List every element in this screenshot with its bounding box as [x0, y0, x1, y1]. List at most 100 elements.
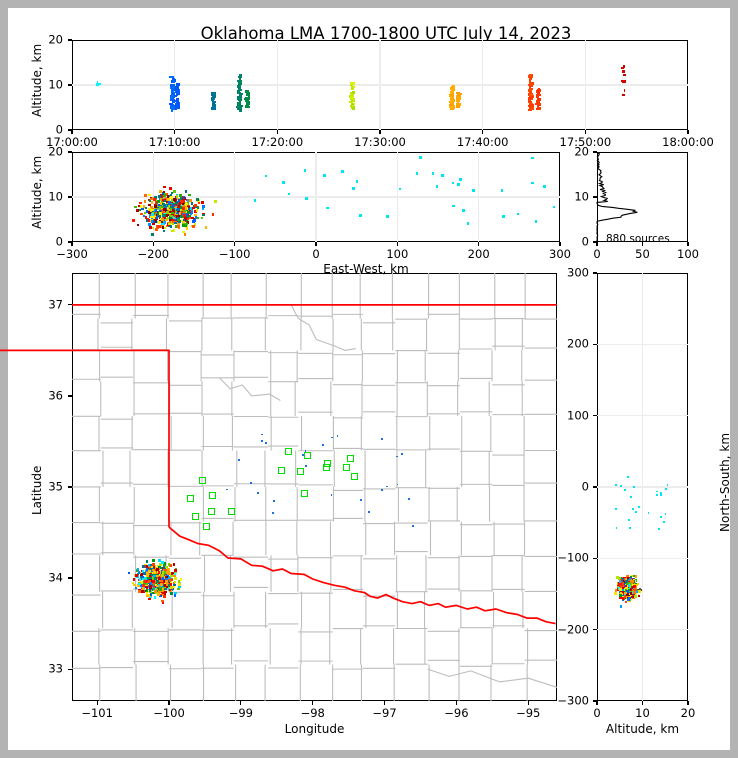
- source-point: [153, 588, 156, 591]
- source-point: [530, 104, 534, 107]
- source-point: [237, 108, 242, 111]
- source-point: [151, 588, 154, 592]
- source-point: [154, 583, 158, 587]
- source-point: [163, 584, 167, 587]
- source-point: [139, 576, 143, 579]
- source-point: [162, 229, 166, 233]
- xtick: [478, 242, 480, 246]
- source-point: [141, 570, 145, 573]
- source-point: [169, 75, 174, 78]
- xtick: [240, 701, 242, 705]
- source-point: [137, 571, 141, 575]
- source-point: [213, 91, 217, 95]
- source-point: [144, 576, 148, 580]
- source-point: [536, 99, 539, 103]
- source-point: [179, 197, 183, 200]
- source-point: [633, 590, 636, 594]
- source-point: [621, 597, 625, 600]
- source-point-noise: [381, 437, 383, 440]
- ytick: [68, 84, 72, 86]
- source-point: [632, 574, 636, 578]
- source-point: [449, 95, 452, 98]
- ytick-label-histogram: 20: [574, 144, 589, 159]
- source-point: [638, 588, 642, 591]
- source-point: [627, 584, 631, 587]
- source-point: [164, 209, 168, 212]
- source-point: [185, 227, 189, 230]
- source-point: [180, 200, 183, 203]
- source-point: [131, 581, 135, 585]
- ytick: [68, 151, 72, 153]
- source-point: [238, 82, 243, 86]
- source-point: [162, 192, 165, 195]
- source-point: [146, 210, 149, 213]
- source-point: [166, 206, 170, 210]
- axis-title-altitude: Altitude, km: [30, 43, 44, 117]
- source-point: [154, 218, 157, 222]
- ytick: [593, 700, 597, 702]
- source-point: [154, 197, 158, 201]
- source-point: [167, 205, 171, 208]
- source-point: [174, 577, 177, 580]
- source-point: [150, 565, 154, 569]
- source-point: [164, 569, 167, 573]
- source-point: [174, 209, 178, 213]
- source-point: [175, 193, 179, 197]
- source-point: [152, 568, 155, 572]
- gridline-northsouth: [597, 486, 688, 488]
- ytick-label-time-altitude: 0: [55, 122, 63, 137]
- ytick-label-latitude: 33: [48, 661, 63, 676]
- source-point: [619, 604, 623, 608]
- source-point: [169, 87, 173, 90]
- source-point: [166, 202, 170, 206]
- source-point: [178, 202, 182, 205]
- source-point: [142, 565, 145, 568]
- source-point: [182, 230, 185, 234]
- source-point: [166, 211, 169, 214]
- source-point: [145, 565, 148, 568]
- source-point: [183, 232, 187, 236]
- source-point: [530, 107, 533, 110]
- source-point: [171, 211, 174, 215]
- source-point: [456, 101, 459, 104]
- source-point-noise: [330, 494, 333, 496]
- source-point: [158, 207, 162, 210]
- xtick-label-eastwest: 200: [467, 247, 490, 261]
- source-point: [162, 573, 166, 577]
- source-point: [178, 583, 182, 586]
- source-point: [350, 82, 355, 85]
- gridline-time: [276, 40, 279, 130]
- source-point: [619, 585, 623, 588]
- source-point: [155, 204, 159, 208]
- source-point: [181, 218, 184, 222]
- source-point: [136, 568, 140, 571]
- source-point: [628, 596, 632, 600]
- source-point-noise: [301, 454, 304, 457]
- source-point: [164, 575, 168, 579]
- source-point: [624, 577, 628, 581]
- source-point: [236, 97, 241, 101]
- source-point: [196, 197, 199, 201]
- source-point: [155, 224, 159, 228]
- source-point: [194, 216, 198, 219]
- source-point: [176, 84, 179, 87]
- source-point: [350, 99, 354, 102]
- source-point: [161, 226, 165, 229]
- source-point: [156, 593, 160, 596]
- xtick: [174, 130, 176, 134]
- source-point: [211, 107, 214, 110]
- ytick: [68, 395, 72, 397]
- source-point-noise: [257, 492, 259, 494]
- source-point: [148, 223, 151, 226]
- source-point-noise: [359, 214, 362, 218]
- source-point: [173, 583, 177, 587]
- source-point: [164, 587, 167, 591]
- source-point: [165, 224, 169, 228]
- source-point: [146, 574, 149, 577]
- source-point: [188, 199, 192, 202]
- source-point: [626, 592, 629, 596]
- source-point: [184, 224, 188, 228]
- gridline-eastwest: [396, 152, 399, 242]
- source-point-noise: [516, 212, 520, 216]
- source-point: [449, 98, 454, 101]
